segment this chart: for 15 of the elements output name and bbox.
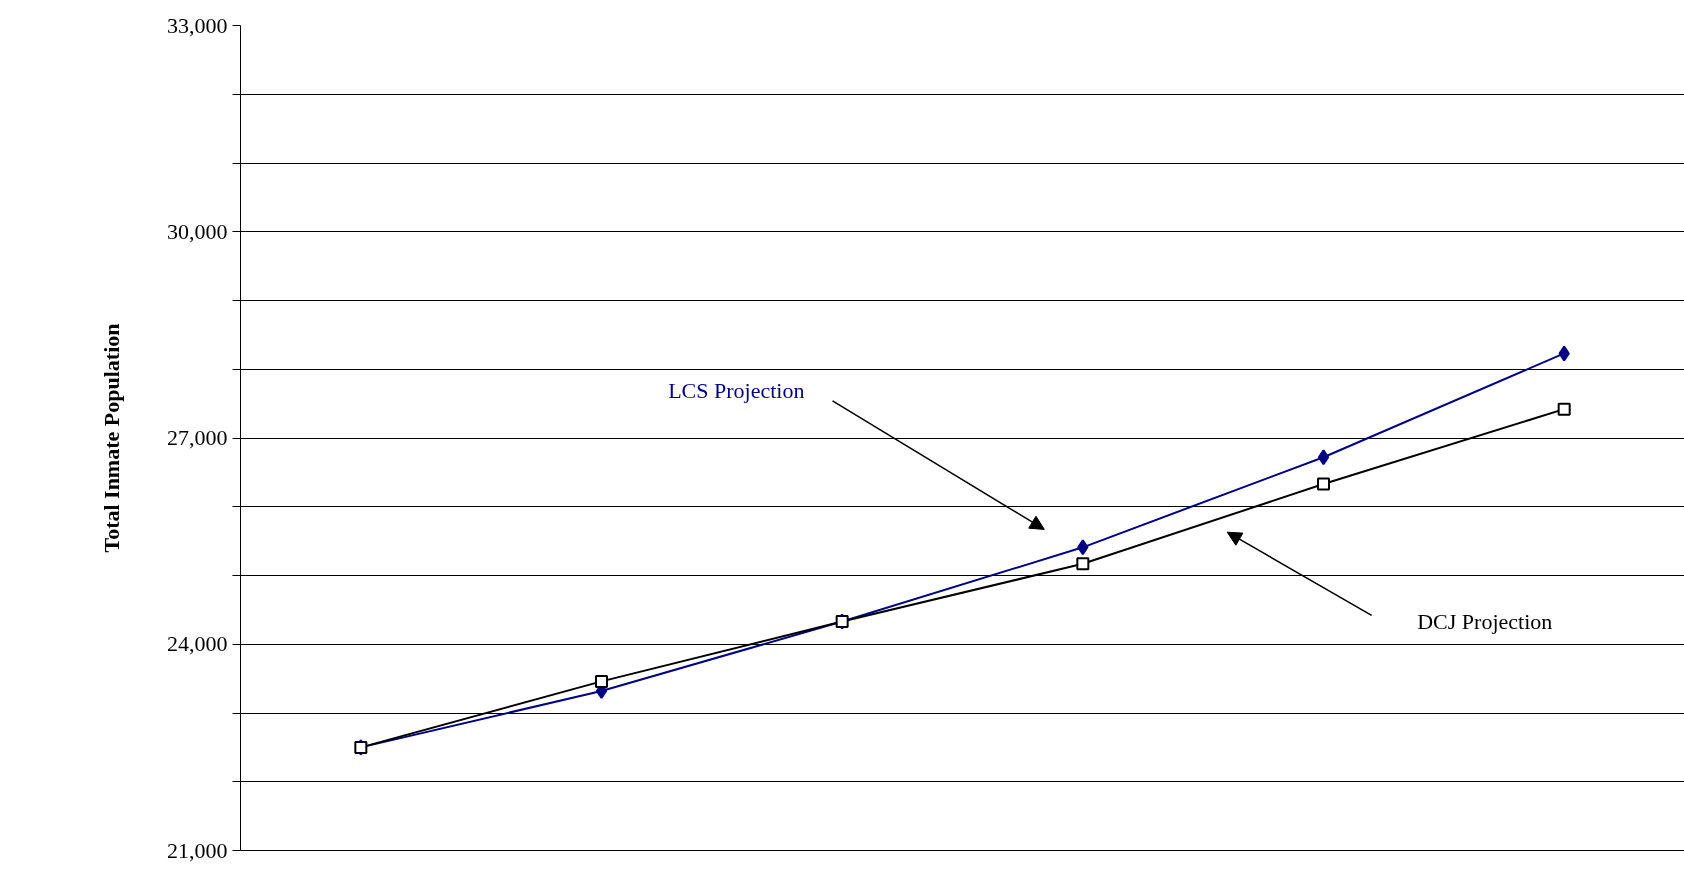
point: [1558, 345, 1570, 362]
y-tick-label: 30,000: [167, 218, 228, 244]
point: [1317, 477, 1330, 491]
point: [595, 674, 608, 688]
y-tick-label: 27,000: [167, 425, 228, 450]
point: [1076, 557, 1090, 571]
point: [1317, 449, 1330, 466]
y-axis-title: Total Inmate Population: [99, 323, 124, 553]
y-tick-label: 24,000: [167, 631, 228, 657]
y-tick-label: 33,000: [167, 12, 228, 38]
y-tick-label: 21,000: [167, 837, 228, 863]
point: [1557, 402, 1571, 416]
point: [1077, 539, 1089, 556]
text: LCS Projection: [668, 378, 805, 404]
text: DCJ Projection: [1417, 609, 1553, 635]
